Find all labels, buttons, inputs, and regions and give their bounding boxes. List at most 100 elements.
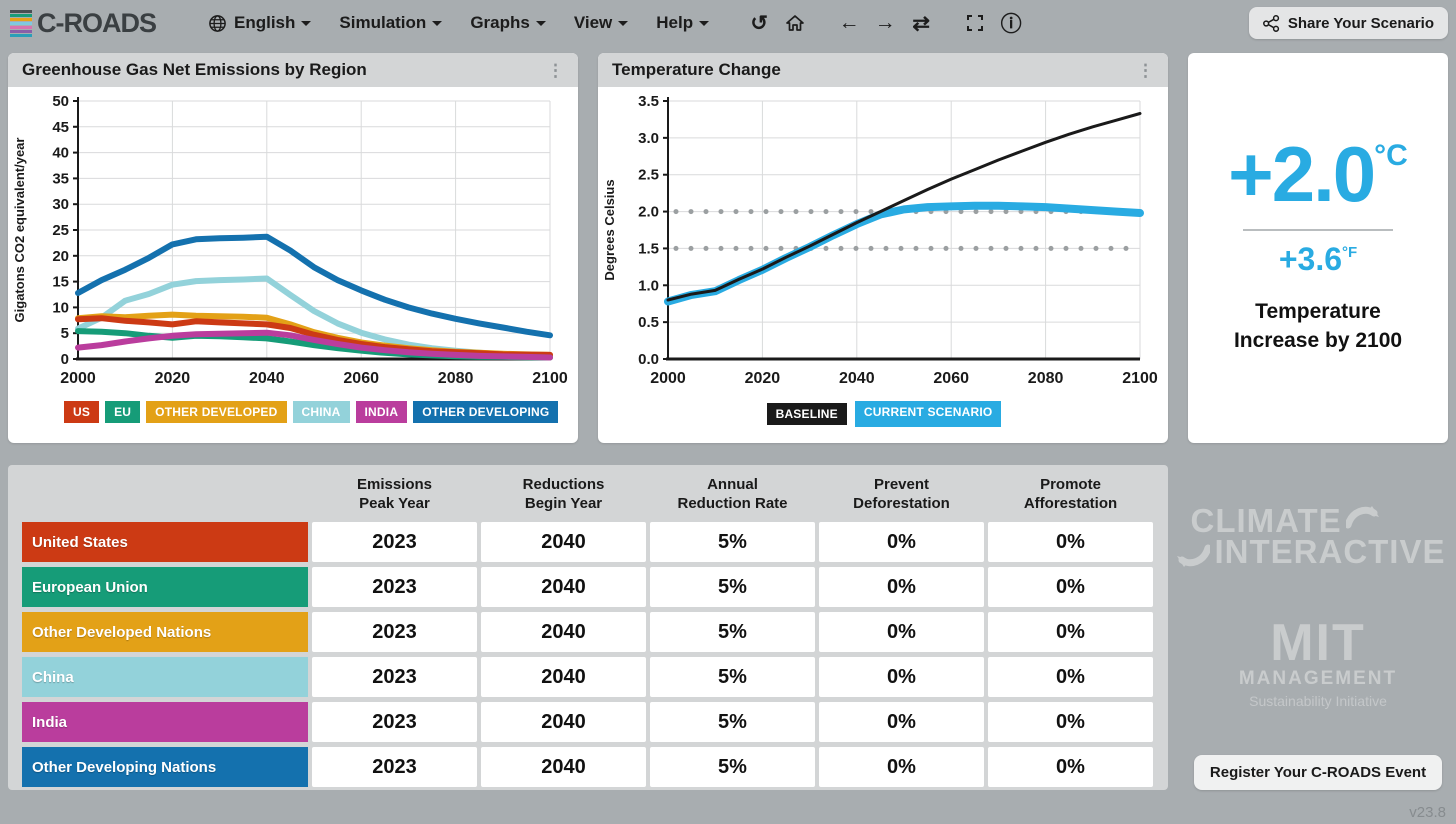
temperature-chart-panel: Temperature Change ⋮ 0.0 0.5 1.0 1.5 2.0 2.5 3… (598, 53, 1168, 443)
c-roads-logo: C-ROADS (10, 8, 157, 39)
legend-badge-other-developing: OTHER DEVELOPING (413, 401, 559, 423)
emissions-panel-header: Greenhouse Gas Net Emissions by Region ⋮ (8, 53, 578, 87)
cell-united-states-col0[interactable]: 2023 (312, 522, 477, 562)
svg-text:2040: 2040 (839, 370, 875, 387)
fahrenheit-unit: °F (1342, 244, 1358, 261)
menu-help[interactable]: Help (642, 7, 715, 39)
temperature-chart: 0.0 0.5 1.0 1.5 2.0 2.5 3.0 3.5 2000 2020 2040 2060… (598, 87, 1168, 397)
cell-india-col2[interactable]: 5% (650, 702, 815, 742)
cell-china-col1[interactable]: 2040 (481, 657, 646, 697)
cell-other-developing-nations-col0[interactable]: 2023 (312, 747, 477, 787)
svg-text:20: 20 (52, 248, 69, 265)
svg-text:0.0: 0.0 (638, 351, 659, 368)
emissions-kebab-menu-icon[interactable]: ⋮ (547, 60, 564, 80)
svg-text:2100: 2100 (532, 370, 568, 387)
cell-european-union-col0[interactable]: 2023 (312, 567, 477, 607)
svg-text:30: 30 (52, 196, 69, 213)
cell-united-states-col3[interactable]: 0% (819, 522, 984, 562)
cell-china-col2[interactable]: 5% (650, 657, 815, 697)
mit-sustainability-label: Sustainability Initiative (1249, 693, 1387, 710)
cell-other-developed-nations-col4[interactable]: 0% (988, 612, 1153, 652)
temperature-kebab-menu-icon[interactable]: ⋮ (1137, 60, 1154, 80)
svg-text:2020: 2020 (155, 370, 191, 387)
cell-other-developing-nations-col4[interactable]: 0% (988, 747, 1153, 787)
svg-text:2060: 2060 (933, 370, 969, 387)
cell-european-union-col3[interactable]: 0% (819, 567, 984, 607)
column-header-2: Annual Reduction Rate (677, 475, 788, 513)
climate-interactive-logo: CLIMATE INTERACTIVE (1177, 502, 1446, 571)
mit-logo: MIT MANAGEMENT Sustainability Initiative (1239, 617, 1397, 710)
cell-china-col4[interactable]: 0% (988, 657, 1153, 697)
scenario-table: Emissions Peak Year Reductions Begin Year An… (22, 471, 1154, 787)
menu-list: English Simulation Graphs View Help (194, 7, 715, 39)
cell-india-col1[interactable]: 2040 (481, 702, 646, 742)
emissions-panel-title: Greenhouse Gas Net Emissions by Region (22, 60, 367, 79)
cell-other-developed-nations-col0[interactable]: 2023 (312, 612, 477, 652)
temperature-summary-card: +2.0 °C +3.6 °F Temperature Increase by … (1188, 53, 1448, 443)
home-icon[interactable] (779, 7, 811, 39)
svg-text:1.5: 1.5 (638, 240, 659, 257)
svg-text:5: 5 (61, 325, 69, 342)
svg-text:2.0: 2.0 (638, 204, 659, 221)
menu-label-simulation: Simulation (339, 13, 427, 32)
cell-european-union-col4[interactable]: 0% (988, 567, 1153, 607)
cell-india-col0[interactable]: 2023 (312, 702, 477, 742)
temperature-legend: BASELINE CURRENT SCENARIO (598, 397, 1168, 427)
row-label-european-union: European Union (22, 567, 308, 607)
cell-india-col4[interactable]: 0% (988, 702, 1153, 742)
cell-other-developing-nations-col2[interactable]: 5% (650, 747, 815, 787)
legend-badge-us: US (64, 401, 100, 423)
share-scenario-button[interactable]: Share Your Scenario (1248, 7, 1448, 39)
cell-other-developed-nations-col2[interactable]: 5% (650, 612, 815, 652)
legend-badge-other-developed: OTHER DEVELOPED (146, 401, 287, 423)
ci-word-climate: CLIMATE (1190, 502, 1342, 539)
globe-icon (209, 14, 226, 32)
svg-text:45: 45 (52, 119, 69, 136)
cell-united-states-col1[interactable]: 2040 (481, 522, 646, 562)
info-icon[interactable]: ⓘ (1000, 13, 1022, 36)
cell-india-col3[interactable]: 0% (819, 702, 984, 742)
menu-view[interactable]: View (560, 7, 634, 39)
svg-text:2.5: 2.5 (638, 167, 659, 184)
cell-other-developed-nations-col3[interactable]: 0% (819, 612, 984, 652)
menu-graphs[interactable]: Graphs (456, 7, 552, 39)
refresh-icon[interactable]: ⇄ (912, 11, 930, 35)
celsius-unit: °C (1374, 139, 1408, 172)
undo-icon[interactable]: ↺ (750, 11, 768, 35)
row-label-other-developing-nations: Other Developing Nations (22, 747, 308, 787)
register-event-button[interactable]: Register Your C-ROADS Event (1193, 755, 1443, 791)
cell-china-col3[interactable]: 0% (819, 657, 984, 697)
menu-simulation[interactable]: Simulation (325, 7, 448, 39)
cell-other-developing-nations-col3[interactable]: 0% (819, 747, 984, 787)
nav-icon-buttons: ↺ ← → ⇄ ⓘ (743, 7, 1027, 39)
menu-english[interactable]: English (194, 7, 317, 39)
emissions-chart: 0 5 10 15 20 25 30 35 40 45 50 2000 2020 2040 2060 2080… (8, 87, 578, 397)
svg-text:2040: 2040 (249, 370, 285, 387)
row-label-india: India (22, 702, 308, 742)
cell-china-col0[interactable]: 2023 (312, 657, 477, 697)
arrow-right-icon[interactable]: → (874, 11, 896, 34)
summary-caption: Temperature Increase by 2100 (1233, 300, 1403, 353)
fullscreen-icon[interactable] (959, 7, 991, 39)
logo-stripes-icon (10, 9, 32, 37)
svg-text:2000: 2000 (60, 370, 96, 387)
menu-label-english: English (234, 13, 296, 32)
cell-european-union-col2[interactable]: 5% (650, 567, 815, 607)
scenario-table-panel: Emissions Peak Year Reductions Begin Year An… (8, 465, 1168, 790)
svg-text:35: 35 (52, 170, 69, 187)
menu-label-graphs: Graphs (470, 13, 530, 32)
svg-text:2000: 2000 (650, 370, 686, 387)
cell-united-states-col4[interactable]: 0% (988, 522, 1153, 562)
cell-other-developing-nations-col1[interactable]: 2040 (481, 747, 646, 787)
svg-text:3.5: 3.5 (638, 93, 659, 110)
arrow-left-icon[interactable]: ← (838, 11, 860, 34)
svg-text:3.0: 3.0 (638, 130, 659, 147)
cell-european-union-col1[interactable]: 2040 (481, 567, 646, 607)
ci-word-interactive: INTERACTIVE (1214, 533, 1446, 571)
emissions-legend: US EU OTHER DEVELOPED CHINA INDIA OTHER DEVEL… (8, 397, 578, 423)
row-label-china: China (22, 657, 308, 697)
svg-text:15: 15 (52, 274, 69, 291)
cell-other-developed-nations-col1[interactable]: 2040 (481, 612, 646, 652)
cell-united-states-col2[interactable]: 5% (650, 522, 815, 562)
share-scenario-label: Share Your Scenario (1287, 14, 1434, 32)
